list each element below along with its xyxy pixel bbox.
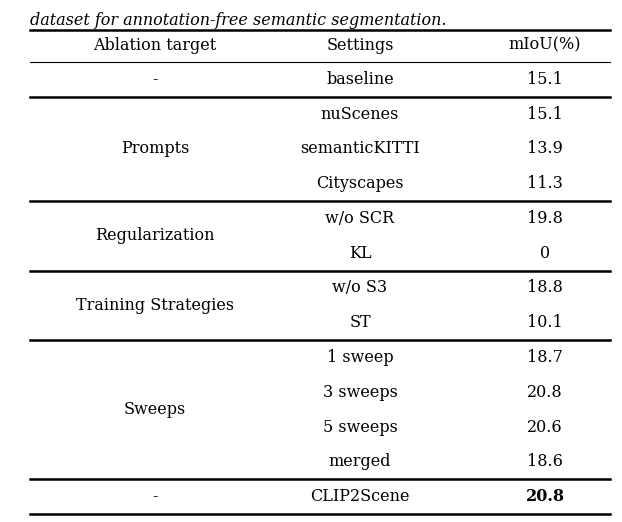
Text: w/o S3: w/o S3	[332, 279, 388, 296]
Text: 18.7: 18.7	[527, 349, 563, 366]
Text: 20.8: 20.8	[527, 384, 563, 401]
Text: Ablation target: Ablation target	[93, 37, 216, 53]
Text: Prompts: Prompts	[121, 140, 189, 158]
Text: 19.8: 19.8	[527, 210, 563, 227]
Text: 15.1: 15.1	[527, 105, 563, 123]
Text: Training Strategies: Training Strategies	[76, 297, 234, 314]
Text: Cityscapes: Cityscapes	[316, 175, 404, 192]
Text: CLIP2Scene: CLIP2Scene	[310, 488, 410, 505]
Text: 20.6: 20.6	[527, 419, 563, 435]
Text: Regularization: Regularization	[95, 228, 215, 244]
Text: 10.1: 10.1	[527, 314, 563, 331]
Text: -: -	[152, 488, 158, 505]
Text: 20.8: 20.8	[526, 488, 565, 505]
Text: nuScenes: nuScenes	[321, 105, 399, 123]
Text: semanticKITTI: semanticKITTI	[300, 140, 420, 158]
Text: 5 sweeps: 5 sweeps	[323, 419, 397, 435]
Text: mIoU(%): mIoU(%)	[509, 37, 581, 53]
Text: 0: 0	[540, 245, 550, 262]
Text: 1 sweep: 1 sweep	[327, 349, 393, 366]
Text: 11.3: 11.3	[527, 175, 563, 192]
Text: ST: ST	[349, 314, 371, 331]
Text: 13.9: 13.9	[527, 140, 563, 158]
Text: 18.6: 18.6	[527, 453, 563, 470]
Text: w/o SCR: w/o SCR	[325, 210, 394, 227]
Text: dataset for annotation-free semantic segmentation.: dataset for annotation-free semantic seg…	[30, 12, 447, 29]
Text: -: -	[152, 71, 158, 88]
Text: 3 sweeps: 3 sweeps	[323, 384, 397, 401]
Text: KL: KL	[349, 245, 371, 262]
Text: 18.8: 18.8	[527, 279, 563, 296]
Text: merged: merged	[329, 453, 391, 470]
Text: Settings: Settings	[327, 37, 394, 53]
Text: 15.1: 15.1	[527, 71, 563, 88]
Text: baseline: baseline	[326, 71, 394, 88]
Text: Sweeps: Sweeps	[124, 401, 186, 418]
